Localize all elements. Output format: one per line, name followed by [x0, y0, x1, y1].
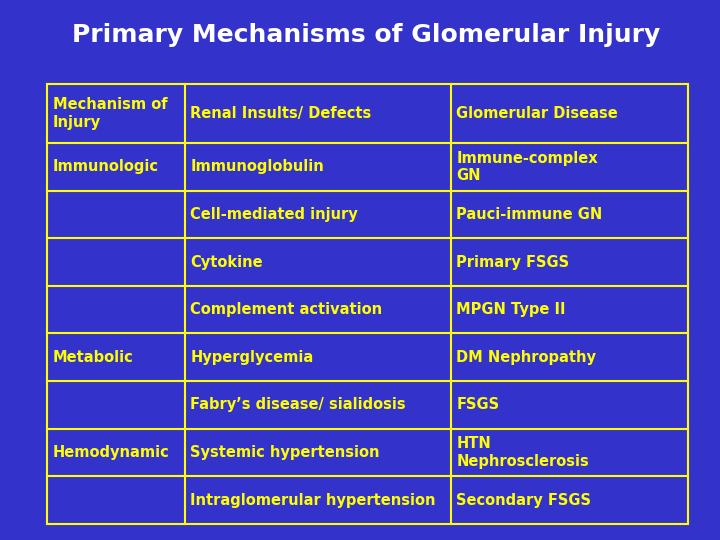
Text: Metabolic: Metabolic: [53, 350, 133, 364]
Text: FSGS: FSGS: [456, 397, 500, 413]
Text: Intraglomerular hypertension: Intraglomerular hypertension: [190, 492, 436, 508]
Text: Renal Insults/ Defects: Renal Insults/ Defects: [190, 106, 372, 121]
Text: Glomerular Disease: Glomerular Disease: [456, 106, 618, 121]
Text: Cytokine: Cytokine: [190, 254, 263, 269]
Text: Fabry’s disease/ sialidosis: Fabry’s disease/ sialidosis: [190, 397, 406, 413]
Text: Hyperglycemia: Hyperglycemia: [190, 350, 314, 364]
Text: Secondary FSGS: Secondary FSGS: [456, 492, 591, 508]
Text: Primary Mechanisms of Glomerular Injury: Primary Mechanisms of Glomerular Injury: [72, 23, 660, 47]
Text: DM Nephropathy: DM Nephropathy: [456, 350, 596, 364]
Text: Mechanism of
Injury: Mechanism of Injury: [53, 97, 167, 130]
Text: Complement activation: Complement activation: [190, 302, 382, 317]
Text: Hemodynamic: Hemodynamic: [53, 445, 169, 460]
Text: Systemic hypertension: Systemic hypertension: [190, 445, 380, 460]
Text: HTN
Nephrosclerosis: HTN Nephrosclerosis: [456, 436, 589, 469]
Text: Primary FSGS: Primary FSGS: [456, 254, 570, 269]
Text: Pauci-immune GN: Pauci-immune GN: [456, 207, 603, 222]
Text: Immune-complex
GN: Immune-complex GN: [456, 151, 598, 183]
Text: Cell-mediated injury: Cell-mediated injury: [190, 207, 358, 222]
Bar: [47, 84, 688, 524]
Text: MPGN Type II: MPGN Type II: [456, 302, 566, 317]
Text: Immunologic: Immunologic: [53, 159, 158, 174]
Text: Immunoglobulin: Immunoglobulin: [190, 159, 324, 174]
